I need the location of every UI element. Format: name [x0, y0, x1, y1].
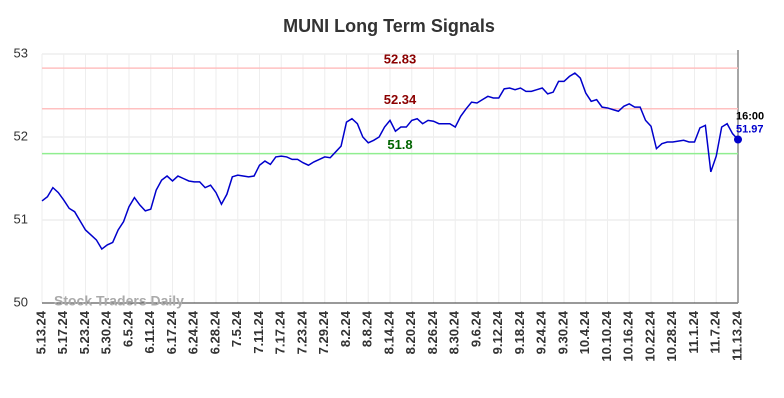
x-tick-label: 11.1.24 — [686, 310, 701, 353]
x-tick-label: 10.16.24 — [621, 310, 636, 361]
x-tick-label: 11.7.24 — [708, 310, 723, 353]
x-tick-label: 6.5.24 — [120, 310, 135, 347]
x-tick-label: 6.24.24 — [186, 310, 201, 354]
x-tick-label: 9.18.24 — [512, 310, 527, 354]
watermark: Stock Traders Daily — [54, 293, 184, 309]
x-tick-label: 9.6.24 — [468, 310, 483, 347]
x-tick-label: 10.28.24 — [664, 310, 679, 361]
x-tick-label: 8.8.24 — [360, 310, 375, 347]
x-tick-label: 5.17.24 — [55, 310, 70, 354]
x-tick-label: 6.11.24 — [142, 310, 157, 353]
x-tick-label: 6.17.24 — [164, 310, 179, 354]
x-tick-label: 10.22.24 — [642, 310, 657, 361]
y-tick-label: 53 — [14, 45, 28, 60]
last-value-label: 51.97 — [736, 123, 764, 135]
x-tick-label: 10.10.24 — [599, 310, 614, 361]
x-tick-label: 5.23.24 — [77, 310, 92, 354]
x-tick-label: 7.5.24 — [229, 310, 244, 347]
x-tick-label: 5.30.24 — [99, 310, 114, 354]
x-tick-label: 5.13.24 — [33, 310, 48, 354]
last-point — [734, 135, 742, 144]
x-tick-label: 8.26.24 — [425, 310, 440, 354]
x-tick-label: 8.30.24 — [447, 310, 462, 354]
x-tick-label: 7.17.24 — [273, 310, 288, 354]
signal-label: 51.8 — [387, 137, 412, 152]
chart-title: MUNI Long Term Signals — [283, 16, 495, 36]
x-tick-label: 9.12.24 — [490, 310, 505, 354]
x-tick-label: 8.20.24 — [403, 310, 418, 354]
x-tick-label: 10.4.24 — [577, 310, 592, 354]
x-tick-label: 7.11.24 — [251, 310, 266, 353]
x-tick-label: 6.28.24 — [207, 310, 222, 354]
x-tick-label: 7.23.24 — [294, 310, 309, 354]
price-line — [41, 72, 739, 251]
x-tick-label: 9.24.24 — [534, 310, 549, 354]
x-tick-label: 8.14.24 — [381, 310, 396, 354]
time-label: 16:00 — [736, 110, 764, 122]
signal-label: 52.83 — [384, 52, 417, 67]
x-tick-label: 9.30.24 — [555, 310, 570, 354]
x-tick-label: 11.13.24 — [729, 310, 744, 361]
y-tick-label: 51 — [14, 211, 28, 226]
y-tick-label: 52 — [14, 128, 28, 143]
x-tick-label: 8.2.24 — [338, 310, 353, 347]
signal-label: 52.34 — [384, 92, 417, 107]
x-tick-label: 7.29.24 — [316, 310, 331, 354]
y-tick-label: 50 — [14, 294, 28, 309]
